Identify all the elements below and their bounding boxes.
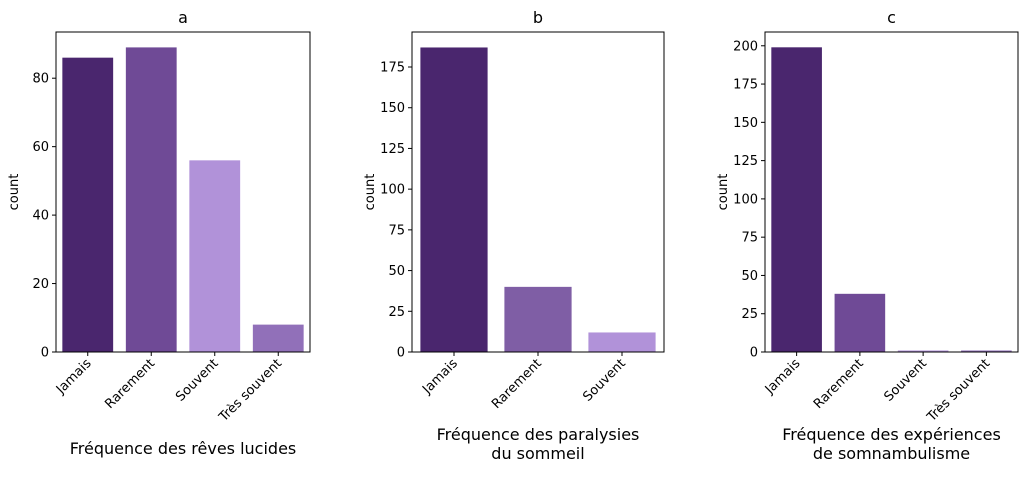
bar-a-2 (189, 160, 241, 352)
chart-title: b (533, 8, 543, 27)
y-tick-label: 0 (750, 346, 758, 361)
chart-panel-b: 0 25 50 75 100 125 150 175 Jamais Rarement Souvent… (363, 8, 665, 463)
chart-title: a (178, 8, 188, 27)
y-axis-label: count (7, 174, 22, 211)
y-tick-label: 100 (733, 192, 758, 207)
x-tick-label: Jamais (419, 356, 461, 398)
y-tick-label: 40 (32, 209, 49, 224)
x-tick-label: Jamais (53, 356, 95, 398)
y-axis-label: count (716, 174, 731, 211)
y-tick-label: 75 (741, 231, 758, 246)
y-tick-label: 125 (733, 154, 758, 169)
y-tick-label: 100 (380, 183, 405, 198)
chart-panel-c: 0 25 50 75 100 125 150 175 200 Jamais Rarement Souv… (716, 8, 1019, 463)
y-tick-label: 25 (741, 307, 758, 322)
x-tick-label: Souvent (882, 356, 930, 404)
y-tick-label: 80 (32, 72, 49, 87)
x-tick-label: Très souvent (216, 356, 285, 425)
y-tick-label: 0 (397, 346, 405, 361)
y-tick-label: 50 (388, 264, 405, 279)
bar-a-3 (252, 324, 304, 352)
x-axis-label: Fréquence des paralysies du sommeil (437, 425, 640, 463)
y-tick-label: 150 (733, 116, 758, 131)
bar-b-2 (588, 332, 656, 352)
bar-c-0 (771, 47, 822, 352)
y-tick-label: 50 (741, 269, 758, 284)
y-axis-label: count (363, 174, 378, 211)
x-tick-label: Souvent (173, 356, 221, 404)
x-axis-label: Fréquence des expériences de somnambulism… (782, 425, 1001, 463)
y-tick-label: 60 (32, 140, 49, 155)
x-tick-label: Rarement (102, 356, 158, 412)
y-tick-label: 175 (380, 61, 405, 76)
chart-title: c (887, 8, 896, 27)
bar-c-3 (961, 350, 1012, 352)
x-axis-label: Fréquence des rêves lucides (70, 439, 297, 458)
axes-frame (55, 31, 311, 353)
y-tick-label: 75 (388, 223, 405, 238)
bar-a-1 (125, 47, 177, 353)
y-tick-label: 175 (733, 78, 758, 93)
x-tick-label: Jamais (762, 356, 804, 398)
x-tick-label: Souvent (580, 356, 628, 404)
bar-c-2 (897, 350, 949, 352)
y-tick-label: 0 (41, 346, 49, 361)
bar-b-0 (420, 47, 488, 353)
bar-b-1 (504, 286, 572, 352)
bar-a-0 (62, 57, 114, 352)
y-tick-label: 25 (388, 305, 405, 320)
axes-frame (764, 31, 1019, 353)
y-tick-label: 125 (380, 142, 405, 157)
x-tick-label: Rarement (811, 356, 867, 412)
y-tick-label: 200 (733, 39, 758, 54)
y-tick-label: 150 (380, 101, 405, 116)
y-tick-label: 20 (32, 277, 49, 292)
bar-c-1 (834, 293, 886, 352)
x-tick-label: Rarement (489, 356, 545, 412)
x-tick-label: Très souvent (924, 356, 993, 425)
